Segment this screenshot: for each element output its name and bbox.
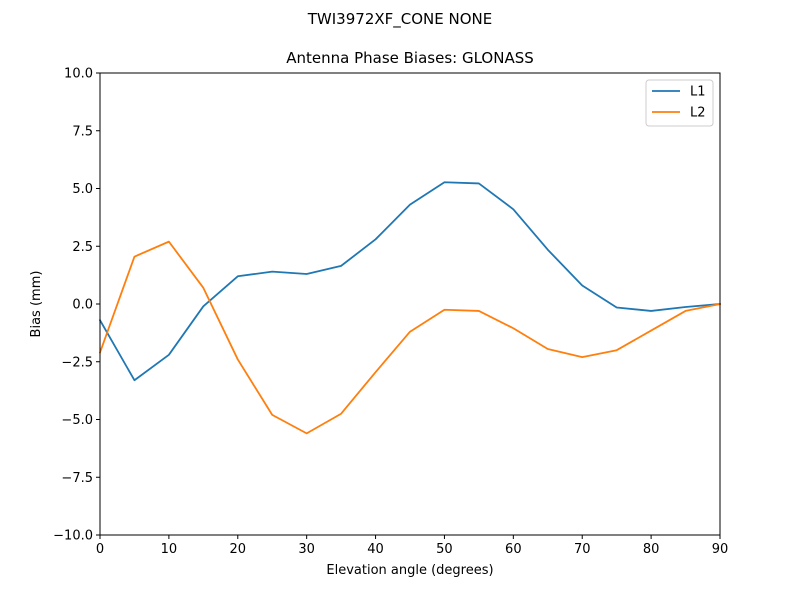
x-axis: 0 10 20 30 40 50 60 70 80 90 [96,535,728,557]
x-tick-label: 80 [643,542,660,557]
y-tick-label: −7.5 [61,471,93,486]
y-tick-label: −5.0 [61,413,93,428]
series-line-l2 [98,240,722,435]
series-layer [98,181,722,435]
legend-label-l2: L2 [690,106,706,121]
x-tick-label: 10 [161,542,178,557]
x-tick-label: 90 [712,542,729,557]
x-tick-label: 0 [96,542,104,557]
x-tick-label: 20 [230,542,247,557]
x-tick-label: 70 [574,542,591,557]
y-tick-label: 10.0 [64,67,93,82]
x-axis-title: Elevation angle (degrees) [326,563,493,578]
x-tick-label: 30 [298,542,315,557]
y-tick-label: 2.5 [72,240,93,255]
series-line-l1 [98,181,721,382]
x-tick-label: 60 [505,542,522,557]
y-axis: −10.0 −7.5 −5.0 −2.5 0.0 2.5 5.0 7.5 10.0 [53,67,100,544]
y-tick-label: 0.0 [72,298,93,313]
y-tick-label: −2.5 [61,355,93,370]
y-tick-label: −10.0 [53,529,93,544]
y-tick-label: 5.0 [72,182,93,197]
figure-suptitle: TWI3972XF_CONE NONE [307,10,492,29]
y-tick-label: 7.5 [72,124,93,139]
x-tick-label: 40 [367,542,384,557]
y-axis-title: Bias (mm) [29,271,44,338]
plot-frame [99,72,721,536]
chart-title: Antenna Phase Biases: GLONASS [286,49,534,67]
x-tick-label: 50 [436,542,453,557]
legend-label-l1: L1 [690,85,706,100]
